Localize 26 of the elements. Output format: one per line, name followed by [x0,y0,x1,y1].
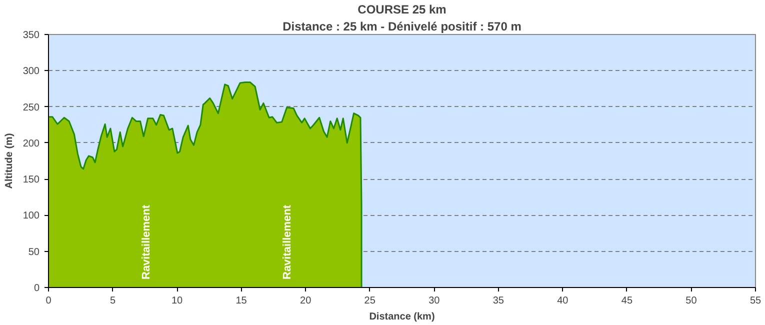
x-tick-label: 15 [236,296,248,306]
x-tick-label: 45 [621,296,633,306]
y-tick-label: 350 [22,30,40,41]
x-tick-label: 30 [428,296,440,306]
x-tick-label: 10 [171,296,184,306]
y-tick-label: 0 [34,283,40,294]
x-tick-label: 5 [110,296,116,306]
y-tick-label: 150 [22,174,40,186]
chart-subtitle: Distance : 25 km - Dénivelé positif : 570 m [282,20,522,34]
chart-title: COURSE 25 km [358,2,446,16]
x-tick-label: 25 [364,296,376,306]
x-tick-label: 55 [750,296,762,306]
y-axis-title: Altitude (m) [4,133,15,189]
x-tick-label: 0 [46,296,52,306]
y-tick-label: 300 [22,66,40,78]
x-axis-title: Distance (km) [369,312,435,322]
y-tick-label: 50 [28,246,40,258]
y-tick-label: 200 [22,138,40,150]
y-tick-label: 100 [22,210,40,222]
x-tick-label: 40 [557,296,569,306]
y-tick-label: 250 [22,102,40,114]
x-tick-label: 35 [492,296,504,306]
annotation: Ravitaillement [282,204,294,280]
x-tick-label: 20 [300,296,312,306]
x-tick-label: 50 [686,296,698,306]
annotation: Ravitaillement [140,204,152,280]
